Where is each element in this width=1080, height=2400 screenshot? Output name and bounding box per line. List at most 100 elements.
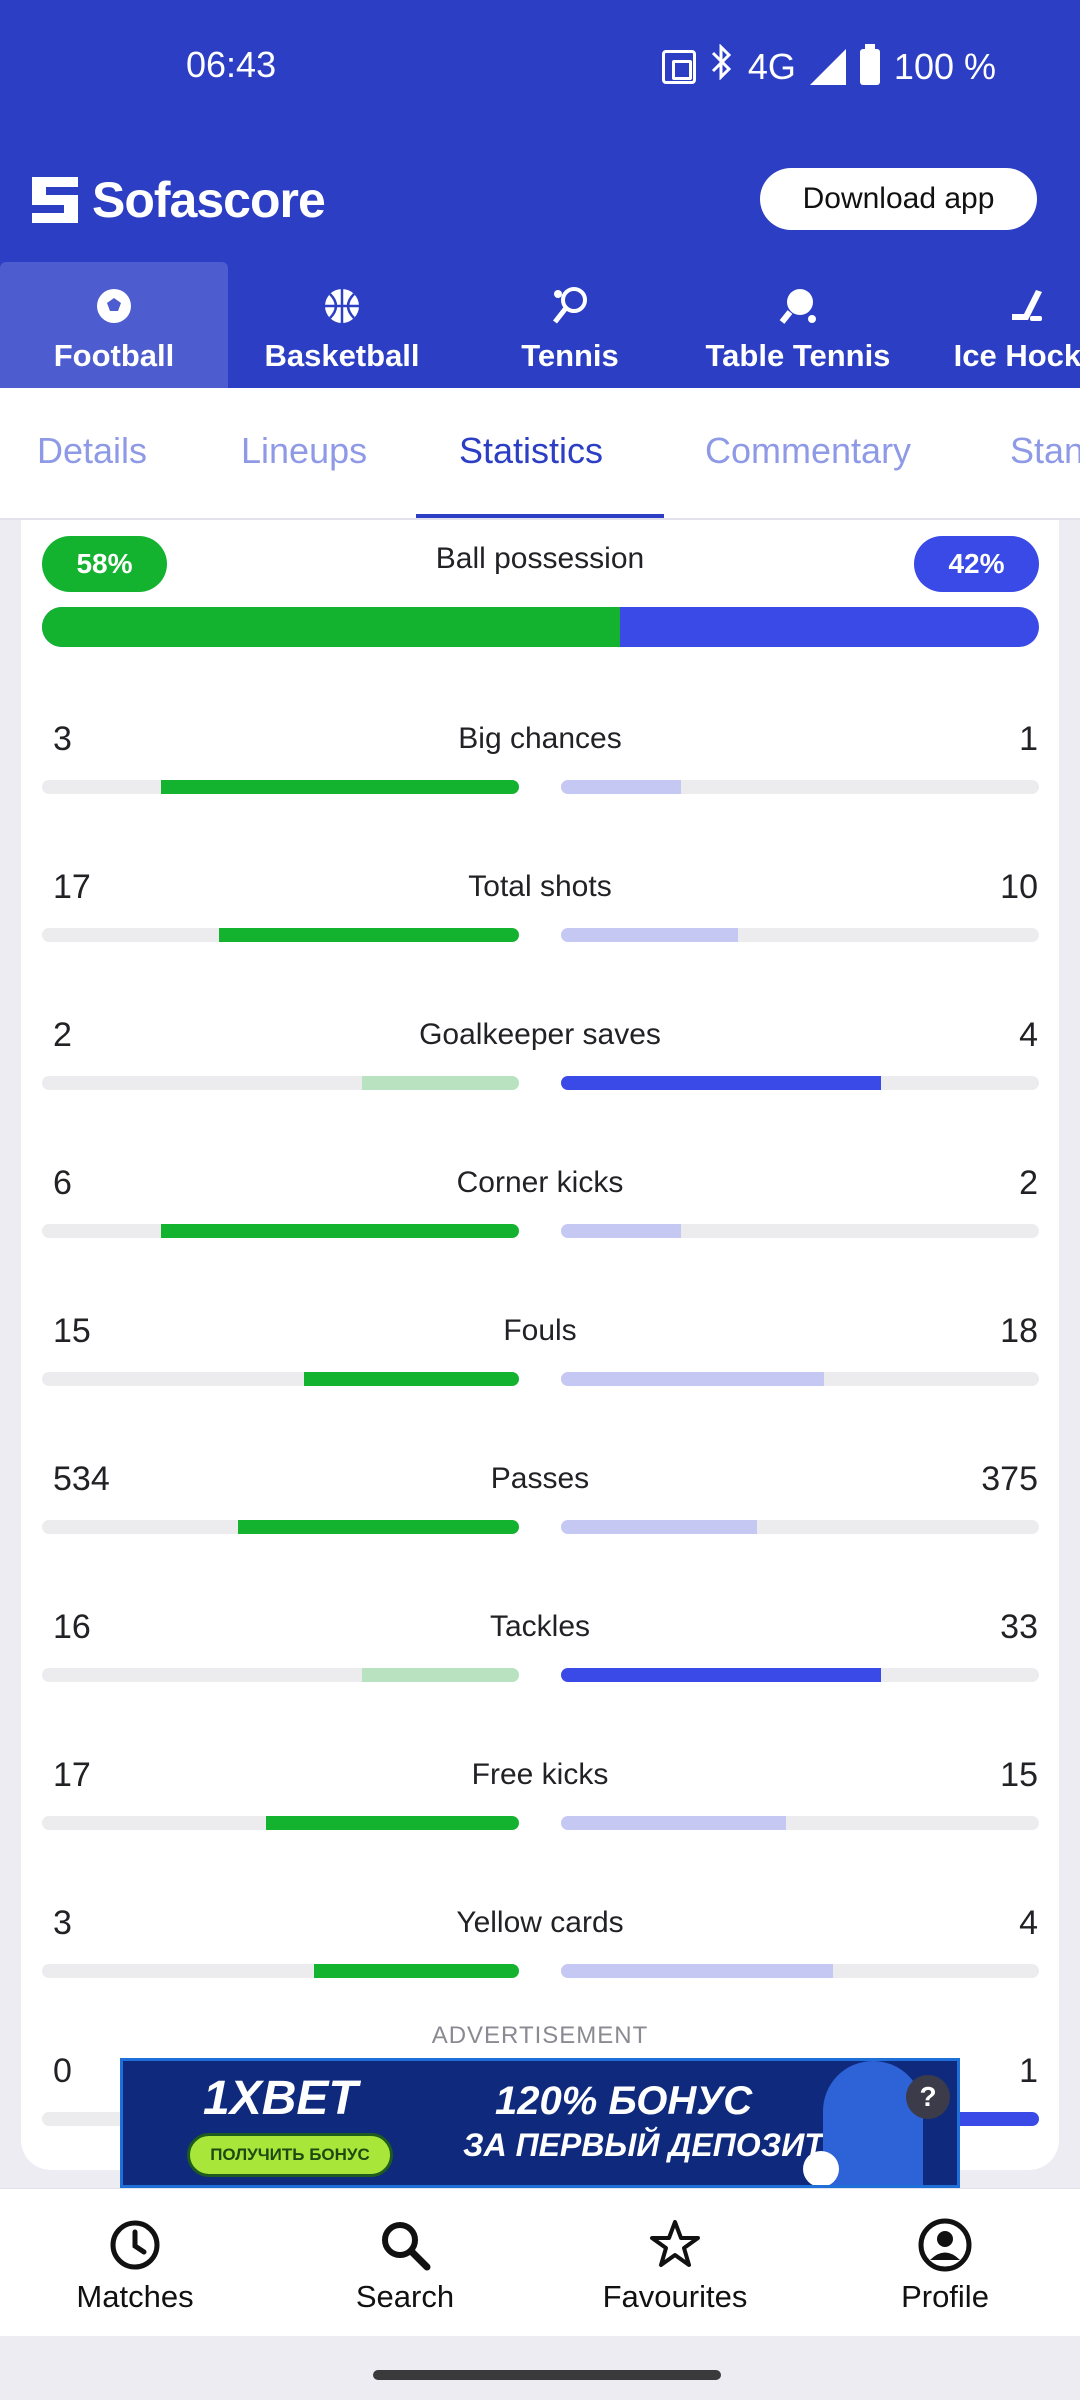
stat-away-bar: [561, 780, 1039, 794]
stat-away-fill: [561, 1964, 834, 1978]
stat-home-value: 16: [53, 1608, 91, 1646]
tab-tennis[interactable]: Tennis: [456, 262, 684, 388]
nav-label: Favourites: [602, 2279, 748, 2314]
ice-hockey-icon: [1012, 290, 1042, 321]
tab-table-tennis[interactable]: Table Tennis: [684, 262, 912, 388]
football-icon: [97, 289, 131, 323]
stat-away-value: 4: [1019, 1016, 1038, 1054]
tab-label: Table Tennis: [705, 338, 891, 373]
tab-basketball[interactable]: Basketball: [228, 262, 456, 388]
stat-away-bar: [561, 928, 1039, 942]
stat-home-fill: [161, 1224, 519, 1238]
stat-name: Corner kicks: [456, 1166, 624, 1199]
stat-away-bar: [561, 1076, 1039, 1090]
stat-away-value: 18: [1000, 1312, 1038, 1350]
app-header: Sofascore Download app: [0, 135, 1080, 260]
tab-details[interactable]: Details: [37, 430, 148, 471]
stat-away-fill: [561, 1372, 824, 1386]
stat-home-fill: [266, 1816, 519, 1830]
match-detail-tabs: Details Lineups Statistics Commentary St…: [0, 388, 1080, 520]
tab-label: Football: [53, 338, 175, 373]
star-icon: [650, 2220, 700, 2267]
possession-bar: [42, 607, 1039, 647]
nav-favourites[interactable]: Favourites: [575, 2217, 775, 2315]
stat-away-bar: [561, 1668, 1039, 1682]
nfc-icon: [661, 49, 696, 84]
brand-name: Sofascore: [92, 172, 326, 228]
nav-label: Profile: [901, 2279, 989, 2314]
nav-matches[interactable]: Matches: [35, 2217, 235, 2315]
sofascore-logo[interactable]: Sofascore: [32, 171, 326, 229]
logo-mark-icon: [32, 177, 78, 223]
stat-home-value: 15: [53, 1312, 91, 1350]
stat-away-fill: [561, 1816, 786, 1830]
stat-home-bar: [42, 1076, 519, 1090]
tab-label: Basketball: [264, 338, 420, 373]
nav-search[interactable]: Search: [305, 2217, 505, 2315]
nav-profile[interactable]: Profile: [845, 2217, 1045, 2315]
stat-away-value: 375: [981, 1460, 1038, 1498]
stat-name: Goalkeeper saves: [419, 1018, 661, 1051]
stat-home-fill: [361, 1668, 519, 1682]
stat-home-value: 2: [53, 1016, 72, 1054]
ad-cta-button[interactable]: ПОЛУЧИТЬ БОНУС: [187, 2133, 393, 2177]
stat-away-bar: [561, 1816, 1039, 1830]
clock-icon: [110, 2220, 160, 2270]
signal-icon: [809, 48, 846, 85]
ad-brand: 1XBET: [203, 2072, 358, 2125]
tab-football[interactable]: Football: [0, 262, 228, 388]
stat-home-fill: [237, 1520, 519, 1534]
stat-away-bar: [561, 1964, 1039, 1978]
possession-home-fill: [42, 607, 621, 647]
stat-home-value: 17: [53, 1756, 91, 1794]
tab-statistics[interactable]: Statistics: [459, 430, 604, 471]
stat-home-value: 0: [53, 2052, 72, 2090]
stat-home-bar: [42, 1520, 519, 1534]
stat-row: 3 Big chances 1: [21, 720, 1059, 840]
tab-commentary[interactable]: Commentary: [705, 430, 912, 471]
status-time: 06:43: [186, 44, 277, 85]
stat-home-fill: [161, 780, 519, 794]
basketball-icon: [325, 289, 359, 323]
home-gesture-bar[interactable]: [373, 2370, 721, 2380]
stat-row: 17 Total shots 10: [21, 868, 1059, 988]
stat-home-value: 3: [53, 720, 72, 758]
ad-help-button[interactable]: ?: [906, 2075, 950, 2119]
stat-row: 3 Yellow cards 4: [21, 1904, 1059, 2024]
stat-name: Fouls: [503, 1314, 577, 1347]
ad-subline: ЗА ПЕРВЫЙ ДЕПОЗИТ: [463, 2127, 824, 2163]
stat-away-fill: [561, 1668, 882, 1682]
ad-ball-image: [803, 2151, 839, 2185]
stat-away-value: 15: [1000, 1756, 1038, 1794]
download-app-button[interactable]: Download app: [760, 168, 1037, 230]
stat-name: Big chances: [458, 722, 622, 755]
stat-away-bar: [561, 1224, 1039, 1238]
stat-home-bar: [42, 1372, 519, 1386]
stat-away-value: 10: [1000, 868, 1038, 906]
ad-headline: 120% БОНУС: [495, 2079, 753, 2123]
stat-away-bar: [561, 1372, 1039, 1386]
nav-label: Matches: [76, 2279, 194, 2314]
profile-icon: [918, 2218, 972, 2272]
stat-name: Passes: [490, 1462, 590, 1495]
possession-home-badge: 58%: [42, 536, 167, 592]
stat-home-bar: [42, 1964, 519, 1978]
stat-home-fill: [313, 1964, 519, 1978]
stat-row: 15 Fouls 18: [21, 1312, 1059, 1432]
ad-banner[interactable]: 1XBET ПОЛУЧИТЬ БОНУС 120% БОНУС ЗА ПЕРВЫ…: [120, 2058, 960, 2188]
battery-icon: [859, 43, 880, 85]
tab-ice-hockey[interactable]: Ice Hocke: [912, 262, 1080, 388]
bottom-navigation: Matches Search Favourites Profile: [0, 2188, 1080, 2336]
tab-standings[interactable]: Stan: [1010, 430, 1080, 471]
stat-away-fill: [561, 1224, 681, 1238]
stat-away-value: 1: [1019, 2052, 1038, 2090]
possession-away-badge: 42%: [914, 536, 1039, 592]
stat-home-bar: [42, 928, 519, 942]
stat-away-value: 2: [1019, 1164, 1038, 1202]
bluetooth-icon: [710, 43, 734, 89]
stat-name: Free kicks: [471, 1758, 609, 1791]
stat-home-bar: [42, 1816, 519, 1830]
tab-lineups[interactable]: Lineups: [241, 430, 368, 471]
stat-row: 16 Tackles 33: [21, 1608, 1059, 1728]
ad-figure-image: [823, 2061, 923, 2185]
